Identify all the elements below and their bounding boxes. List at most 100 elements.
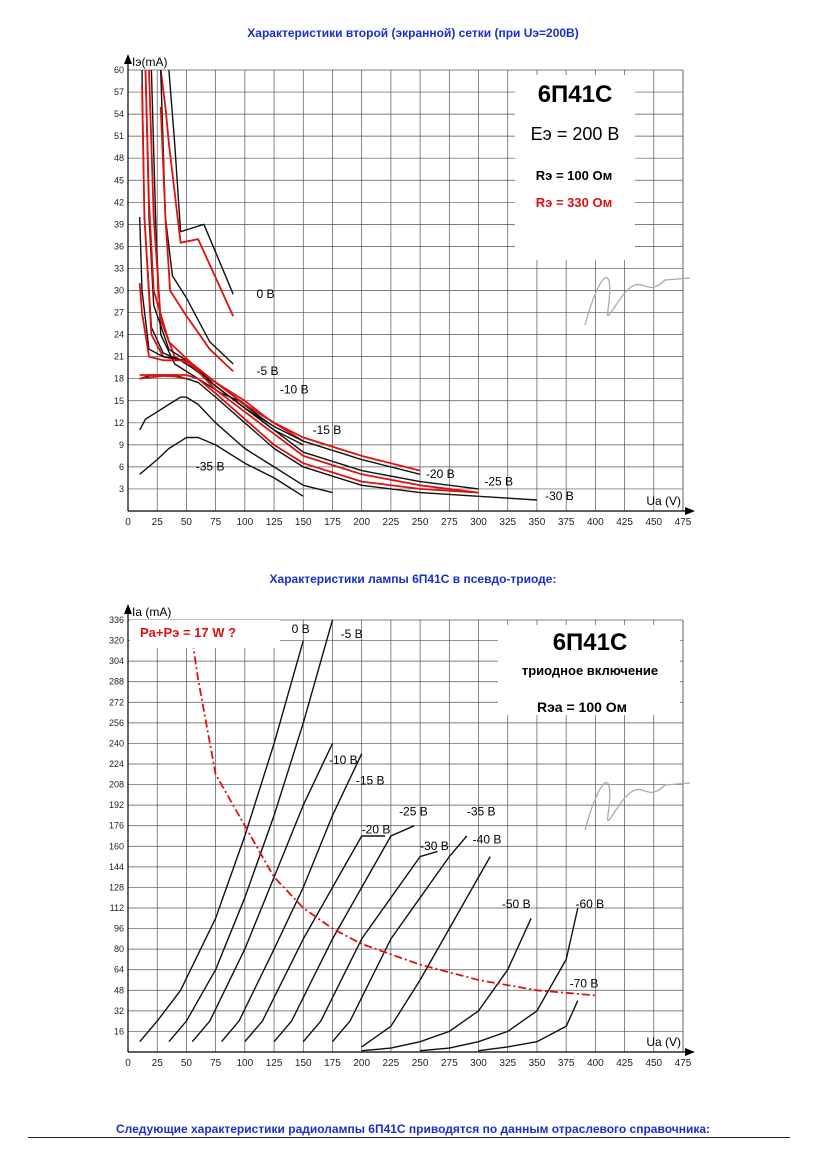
x-tick-label: 75	[210, 517, 222, 528]
series-label: -20 В	[426, 467, 455, 481]
pseudo-triode-chart: 0 25 50 75 100 125 150 175 200 225 250 275 300 325 350…	[109, 604, 695, 1069]
x-axis-label: Ua (V)	[646, 1035, 681, 1049]
series-line	[139, 396, 333, 494]
series-label: -20 В	[362, 822, 391, 836]
series-line	[420, 907, 579, 1052]
annotation-box	[498, 625, 680, 715]
x-tick-label: 125	[266, 1058, 283, 1069]
x-tick-label: 75	[210, 1058, 222, 1069]
x-tick-label: 25	[152, 1058, 164, 1069]
y-tick-label: 51	[114, 131, 124, 141]
x-tick-label: 150	[295, 1058, 312, 1069]
series-line	[220, 753, 363, 1043]
y-tick-label: 224	[109, 759, 124, 769]
series-line	[159, 106, 234, 373]
legend-red-entry: Rэ = 330 Ом	[536, 195, 612, 210]
series-line	[139, 436, 304, 497]
x-tick-label: 350	[529, 517, 546, 528]
series-label: -10 В	[329, 753, 358, 767]
y-tick-label: 80	[114, 944, 124, 954]
x-tick-label: 450	[645, 1058, 662, 1069]
y-tick-label: 36	[114, 241, 124, 251]
series-label: -25 В	[399, 804, 428, 818]
x-axis-label: Ua (V)	[646, 494, 681, 508]
x-tick-label: 275	[441, 1058, 458, 1069]
series-line	[168, 69, 234, 295]
divider	[28, 1137, 790, 1138]
y-tick-label: 96	[114, 924, 124, 934]
y-tick-label: 64	[114, 965, 124, 975]
x-tick-label: 250	[412, 1058, 429, 1069]
x-tick-label: 350	[529, 1058, 546, 1069]
series-label: 0 В	[257, 287, 275, 301]
x-tick-label: 150	[295, 517, 312, 528]
y-tick-label: 33	[114, 263, 124, 273]
series-label: -35 В	[196, 460, 225, 474]
tube-type-label: 6П41С	[538, 81, 613, 108]
x-tick-label: 175	[324, 517, 341, 528]
x-tick-label: 175	[324, 1058, 341, 1069]
y-tick-label: 15	[114, 396, 124, 406]
power-limit-label: Pa+Pэ = 17 W ?	[140, 625, 236, 640]
screen-grid-chart: 0 25 50 75 100 125 150 175 200 225 250 275 300 325 350…	[114, 54, 695, 528]
series-label: -15 В	[356, 774, 385, 788]
y-axis-arrow	[124, 54, 132, 64]
x-tick-label: 50	[181, 1058, 193, 1069]
y-tick-label: 54	[114, 109, 124, 119]
series-label: -30 В	[420, 839, 449, 853]
y-tick-label: 304	[109, 656, 124, 666]
x-tick-label: 325	[499, 517, 516, 528]
x-tick-label: 275	[441, 517, 458, 528]
x-tick-label: 225	[383, 517, 400, 528]
series-line	[273, 825, 415, 1043]
y-tick-label: 144	[109, 862, 124, 872]
series-line	[244, 835, 386, 1043]
y-tick-label: 60	[114, 65, 124, 75]
x-tick-label: 25	[152, 517, 164, 528]
y-tick-label: 3	[119, 484, 124, 494]
x-tick-label: 50	[181, 517, 193, 528]
x-tick-label: 300	[470, 1058, 487, 1069]
y-axis-arrow	[124, 604, 132, 614]
y-tick-label: 112	[110, 903, 124, 913]
annotation-box	[515, 75, 635, 260]
series-line	[361, 856, 491, 1048]
series-label: -35 В	[467, 804, 496, 818]
y-tick-label: 24	[114, 330, 124, 340]
legend-black-entry: Rэ = 100 Ом	[536, 168, 612, 183]
x-tick-label: 200	[353, 517, 370, 528]
series-label: -15 В	[313, 423, 342, 437]
series-line	[191, 743, 334, 1043]
y-tick-label: 6	[119, 462, 124, 472]
series-line	[159, 69, 235, 317]
series-label: -30 В	[545, 489, 574, 503]
series-label: -60 В	[576, 897, 605, 911]
series-line	[302, 850, 438, 1043]
series-line	[191, 640, 596, 997]
series-line	[150, 69, 269, 424]
y-tick-label: 48	[114, 985, 124, 995]
y-tick-label: 192	[109, 800, 124, 810]
x-tick-label: 375	[558, 517, 575, 528]
series-line	[168, 619, 334, 1043]
middle-heading: Характеристики лампы 6П41С в псевдо-трио…	[269, 572, 557, 586]
x-tick-label: 400	[587, 1058, 604, 1069]
mode-label: триодное включение	[522, 663, 658, 678]
y-tick-label: 240	[109, 738, 124, 748]
y-tick-label: 128	[109, 882, 124, 892]
y-axis-label: Ia (mA)	[132, 605, 171, 619]
y-tick-label: 32	[114, 1006, 124, 1016]
series-label: -5 В	[257, 364, 279, 378]
y-tick-label: 27	[114, 308, 124, 318]
y-axis-label: Iэ(mA)	[132, 55, 167, 69]
y-tick-label: 12	[114, 418, 124, 428]
series-line	[138, 283, 479, 494]
series-label: -25 В	[484, 474, 513, 488]
x-tick-label: 475	[675, 1058, 692, 1069]
series-label: -70 В	[570, 977, 599, 991]
y-tick-label: 30	[114, 286, 124, 296]
y-tick-label: 57	[114, 87, 124, 97]
signature-mark	[584, 782, 691, 831]
supply-voltage-label: Eэ = 200 В	[531, 124, 620, 144]
series-label: -10 В	[280, 382, 309, 396]
